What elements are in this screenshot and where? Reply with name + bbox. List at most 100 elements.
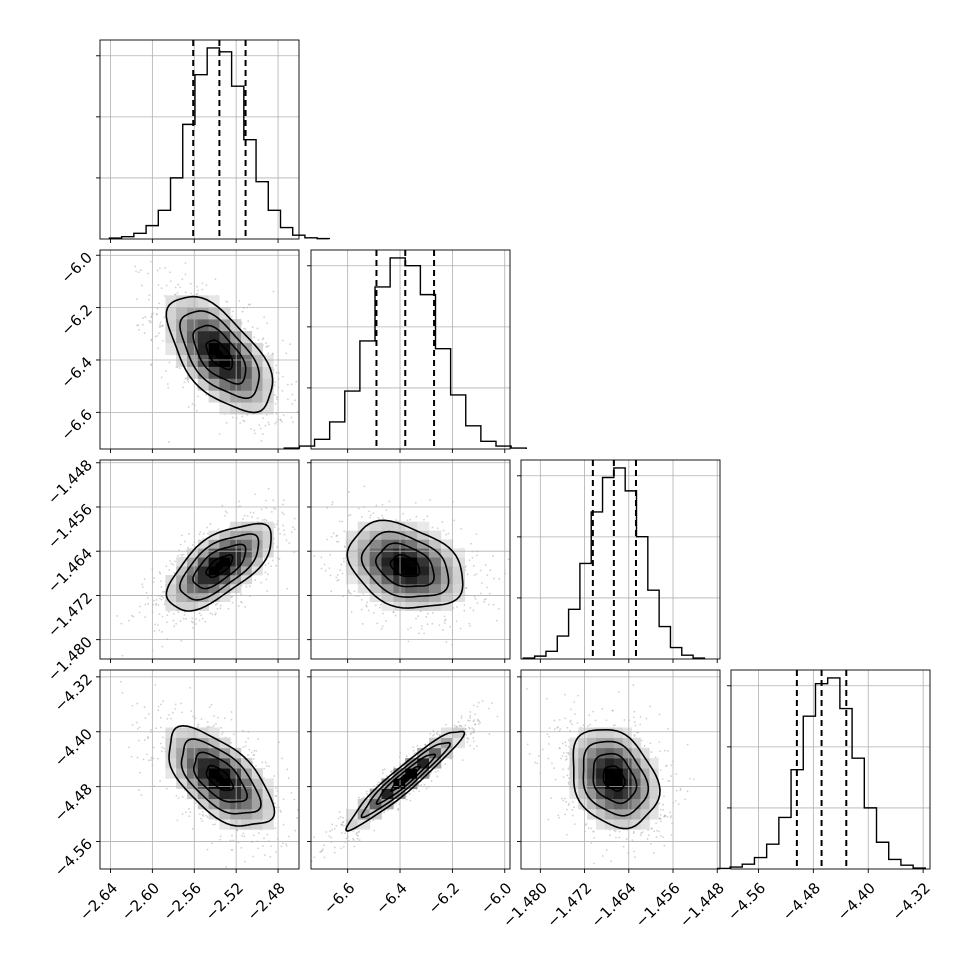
sample-point [565, 833, 568, 836]
sample-point [181, 711, 184, 714]
sample-point [264, 499, 267, 502]
density-cell [197, 307, 209, 320]
density-cell [417, 557, 430, 567]
sample-point [469, 733, 472, 735]
density-cell [251, 390, 263, 403]
sample-point [263, 767, 266, 770]
sample-point [352, 830, 355, 833]
density-cell [405, 778, 418, 789]
sample-point [244, 606, 247, 608]
sample-point [361, 622, 364, 625]
sample-point [252, 883, 254, 885]
sample-point [282, 842, 284, 845]
sample-point [247, 753, 249, 756]
sample-point [150, 729, 152, 731]
sample-point [231, 595, 234, 598]
density-cell [440, 601, 454, 611]
density-cell [251, 539, 263, 549]
sample-point [415, 515, 418, 518]
density-cell [241, 758, 253, 769]
sample-point [344, 832, 346, 835]
sample-point [158, 571, 161, 573]
sample-point [417, 615, 420, 618]
sample-point [397, 520, 400, 523]
sample-point [365, 790, 368, 793]
sample-point [264, 761, 267, 764]
density-cell [208, 307, 220, 320]
sample-point [202, 537, 205, 540]
sample-point [270, 510, 273, 513]
sample-point [292, 421, 294, 423]
sample-point [473, 595, 476, 598]
sample-point [223, 717, 226, 720]
sample-point [323, 856, 326, 859]
sample-point [191, 403, 194, 405]
sample-point [472, 728, 475, 731]
density-cell [230, 583, 242, 594]
sample-point [464, 728, 467, 730]
sample-point [352, 837, 354, 840]
sample-point [177, 554, 180, 557]
sample-point [601, 855, 604, 857]
sample-point [293, 528, 296, 531]
sample-point [425, 615, 428, 618]
density-cell [405, 583, 418, 594]
sample-point [342, 845, 345, 848]
sample-point [339, 569, 342, 572]
sample-point [162, 596, 165, 599]
density-cell [208, 592, 220, 603]
density-cell [452, 566, 465, 576]
sample-point [456, 606, 458, 608]
sample-point [237, 841, 240, 844]
sample-point [216, 602, 219, 605]
sample-point [168, 361, 171, 364]
sample-point [200, 614, 202, 617]
sample-point [187, 381, 190, 383]
sample-point [321, 848, 324, 851]
sample-point [355, 833, 358, 836]
sample-point [163, 747, 165, 750]
sample-point [368, 510, 371, 513]
sample-point [159, 703, 162, 706]
density-cell [357, 539, 370, 549]
sample-point [286, 383, 289, 386]
sample-point [176, 819, 179, 822]
sample-point [201, 810, 204, 813]
sample-point [265, 345, 268, 348]
sample-point [252, 855, 255, 858]
sample-point [335, 824, 338, 827]
sample-point [511, 686, 513, 688]
density-cell [208, 354, 220, 367]
sample-point [263, 518, 266, 521]
sample-point [353, 845, 356, 848]
sample-point [263, 854, 266, 856]
sample-point [375, 504, 378, 507]
sample-point [342, 821, 345, 823]
sample-point [252, 834, 255, 837]
density-cell [197, 319, 209, 332]
sample-point [208, 725, 210, 728]
sample-point [317, 423, 319, 425]
sample-point [294, 865, 296, 867]
sample-point [336, 534, 339, 537]
sample-point [275, 412, 278, 415]
density-cell [241, 557, 253, 567]
density-cell [417, 566, 430, 576]
density-cell [186, 592, 199, 603]
sample-point [225, 421, 228, 424]
sample-point [541, 748, 544, 751]
sample-point [553, 728, 556, 730]
sample-point [273, 775, 276, 777]
sample-point [343, 530, 346, 533]
sample-point [251, 516, 253, 518]
sample-point [154, 684, 157, 686]
density-cell [440, 575, 454, 585]
density-cell [219, 758, 231, 769]
sample-point [180, 702, 183, 705]
density-cell [241, 530, 253, 540]
density-cell [230, 539, 242, 549]
density-cell [241, 548, 253, 558]
density-cell [176, 566, 188, 576]
sample-point [358, 839, 361, 841]
sample-point [137, 739, 140, 742]
